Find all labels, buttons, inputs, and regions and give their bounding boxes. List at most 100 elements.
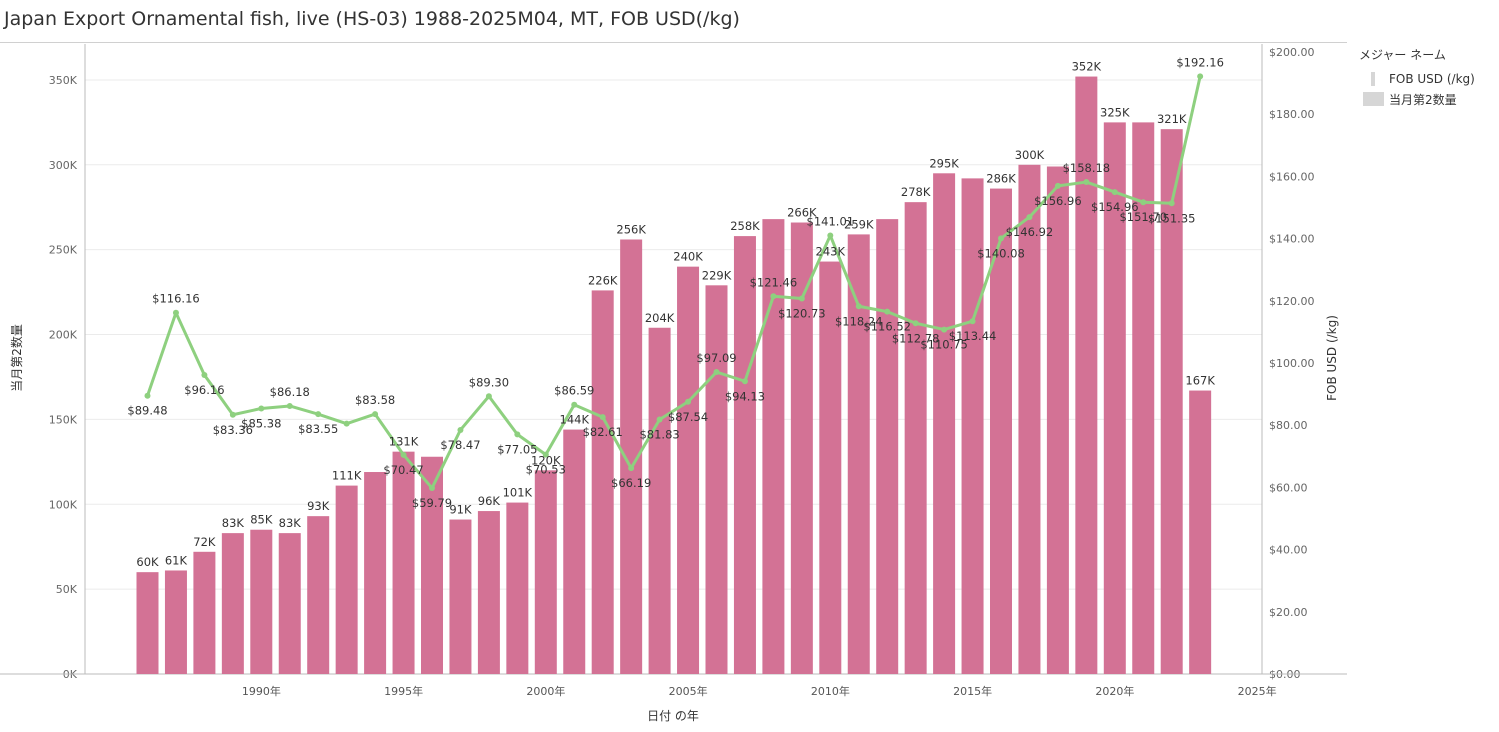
fob-value-label: $94.13 [725,389,765,403]
y-left-tick-label: 100K [49,498,78,511]
x-tick-label: 2000年 [526,684,565,698]
fob-point [798,295,805,302]
bar-series [136,76,1212,675]
fob-value-label: $77.05 [497,442,537,456]
fob-value-label: $70.47 [383,463,423,477]
fob-value-label: $113.44 [949,329,997,343]
title-divider [0,42,1347,43]
bar [193,551,216,674]
legend-item-quantity[interactable]: 当月第2数量 [1359,89,1475,109]
bar-value-label: 258K [730,219,760,233]
fob-value-label: $83.36 [213,423,253,437]
fob-value-label: $146.92 [1006,225,1054,239]
y-right-tick-label: $100.00 [1269,357,1315,370]
bar-value-label: 286K [986,172,1016,186]
bar-value-label: 256K [616,222,646,236]
bar-value-label: 96K [478,494,501,508]
x-tick-label: 2005年 [669,684,708,698]
y-right-tick-label: $200.00 [1269,46,1315,59]
fob-value-label: $116.16 [152,292,200,306]
fob-value-label: $118.24 [835,314,883,328]
legend-item-fob[interactable]: FOB USD (/kg) [1359,69,1475,89]
fob-point [941,326,948,333]
x-axis-label: 日付 の年 [647,709,699,723]
fob-value-label: $86.18 [270,385,310,399]
y-left-tick-label: 250K [49,244,78,257]
fob-point [372,411,379,418]
fob-value-label: $154.96 [1091,200,1139,214]
bar-value-label: 83K [279,516,302,530]
legend-title: メジャー ネーム [1359,48,1446,62]
fob-value-label: $110.75 [920,338,968,352]
y-left-tick-label: 300K [49,159,78,172]
fob-point [1026,214,1033,221]
fob-value-label: $59.79 [412,496,452,510]
legend: メジャー ネーム FOB USD (/kg) 当月第2数量 [1359,46,1475,109]
fob-value-label: $83.55 [298,422,338,436]
x-tick-label: 2025年 [1238,684,1277,698]
fob-point [1197,73,1204,80]
fob-point [827,232,834,239]
fob-value-label: $141.01 [807,214,855,228]
x-tick-label: 2020年 [1095,684,1134,698]
x-tick-label: 2015年 [953,684,992,698]
bar [506,502,529,674]
fob-point [628,465,635,472]
fob-value-label: $192.16 [1176,55,1224,69]
bar-value-label: 93K [307,499,330,513]
fob-point [884,308,891,315]
fob-point [286,402,293,409]
fob-point [229,411,236,418]
fob-point [1054,182,1061,189]
fob-value-label: $120.73 [778,307,826,321]
bar-value-label: 144K [560,413,590,427]
fob-point [741,378,748,385]
bar-value-label: 278K [901,185,931,199]
y-axis-right-label: FOB USD (/kg) [1325,315,1339,401]
y-right-tick-label: $20.00 [1269,606,1308,619]
bar [933,173,956,674]
fob-value-label: $87.54 [668,410,708,424]
bar-value-label: 111K [332,469,362,483]
fob-value-label: $89.30 [469,375,509,389]
y-left-tick-label: 150K [49,413,78,426]
bar [221,533,244,674]
y-left-tick-label: 200K [49,329,78,342]
fob-value-label: $116.52 [863,320,911,334]
fob-value-label: $81.83 [639,428,679,442]
bar-value-label: 240K [673,250,703,264]
legend-swatch-box [1363,92,1384,106]
fob-point [912,320,919,327]
bar [733,236,756,674]
bar-value-label: 83K [222,516,245,530]
chart-title: Japan Export Ornamental fish, live (HS-0… [4,8,740,30]
bar [819,261,842,674]
bar [1046,166,1069,674]
bar [136,572,159,674]
bar [990,188,1012,674]
y-right-tick-label: $80.00 [1269,419,1308,432]
fob-value-label: $83.58 [355,393,395,407]
fob-value-label: $156.96 [1034,194,1082,208]
fob-point [144,392,151,399]
y-right-tick-label: $40.00 [1269,544,1308,557]
bar [1189,390,1212,674]
bar [1075,76,1098,675]
fob-value-label: $158.18 [1063,161,1111,175]
bar [278,533,301,674]
fob-point [400,451,407,458]
bar [534,470,557,674]
bar [250,529,273,674]
fob-point [969,318,976,325]
y-left-tick-label: 350K [49,74,78,87]
bar-value-label: 204K [645,311,675,325]
y-left-tick-label: 50K [56,583,78,596]
fob-point [201,371,208,378]
bar [648,327,671,674]
fob-line [146,76,1202,490]
fob-point [457,426,464,433]
bar-value-label: 226K [588,273,618,287]
bar [164,570,187,674]
bar [847,234,870,674]
